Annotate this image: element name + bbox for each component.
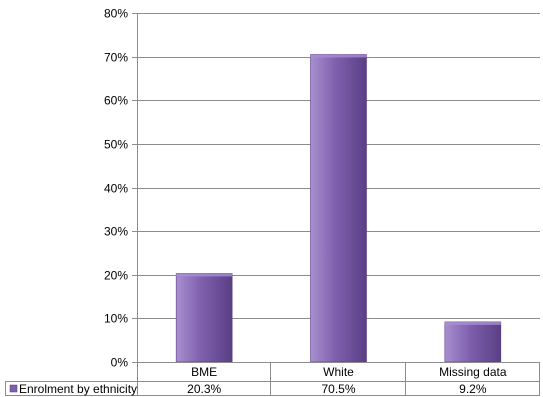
x-category-label: White [323, 365, 354, 379]
y-axis-ticks: 0% 10% 20% 30% 40% 50% 60% 70% 80% [104, 7, 137, 370]
data-table-value: 70.5% [321, 382, 355, 396]
y-tick-label: 0% [111, 356, 129, 370]
y-tick-label: 50% [104, 138, 128, 152]
y-tick-label: 30% [104, 225, 128, 239]
legend-series-name: Enrolment by ethnicity [19, 382, 137, 396]
y-tick-label: 20% [104, 269, 128, 283]
y-tick-label: 80% [104, 7, 128, 21]
legend-swatch [9, 384, 18, 393]
y-tick-label: 10% [104, 312, 128, 326]
x-category-label: BME [191, 365, 217, 379]
y-tick-label: 70% [104, 51, 128, 65]
bars [175, 54, 502, 363]
bar-missing-data [444, 321, 502, 363]
y-tick-label: 40% [104, 182, 128, 196]
bar-bme [175, 273, 233, 363]
data-table: BME 20.3% White 70.5% Missing data 9.2% Enrolm… [5, 362, 540, 396]
x-category-label: Missing data [439, 365, 507, 379]
data-table-value: 20.3% [187, 382, 221, 396]
bar-white [310, 54, 367, 363]
y-tick-label: 60% [104, 94, 128, 108]
bar-top-highlight [310, 54, 367, 58]
bar-top-highlight [176, 273, 233, 277]
data-table-value: 9.2% [459, 382, 487, 396]
bar-top-highlight [444, 321, 501, 325]
